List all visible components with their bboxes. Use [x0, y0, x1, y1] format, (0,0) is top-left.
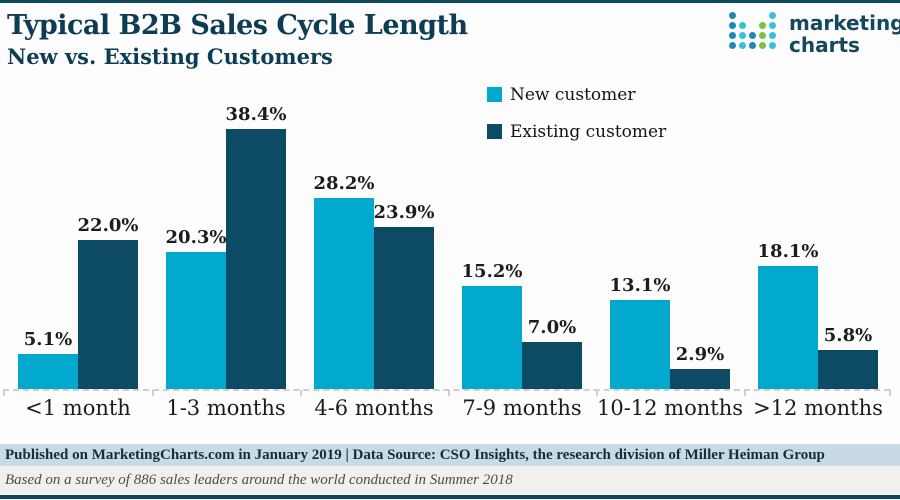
logo-dot	[739, 22, 746, 29]
axis-tick	[448, 390, 450, 396]
logo-dot	[769, 12, 776, 19]
logo-dot	[749, 32, 756, 39]
logo-dot	[759, 22, 766, 29]
bar-new-customer	[610, 300, 670, 389]
logo-dot	[759, 42, 766, 49]
bar-existing-customer	[374, 227, 434, 389]
axis-tick	[300, 390, 302, 396]
marketingcharts-logo: marketing charts	[729, 12, 900, 58]
bar-existing-customer	[226, 129, 286, 389]
logo-wordmark: marketing charts	[789, 12, 900, 56]
axis-tick	[596, 390, 598, 396]
chart-title: Typical B2B Sales Cycle Length	[7, 10, 468, 41]
bar-value-label: 28.2%	[313, 173, 375, 194]
bar-value-label: 5.8%	[823, 325, 873, 346]
logo-dot	[759, 32, 766, 39]
bar-value-label: 2.9%	[675, 344, 725, 365]
logo-dot	[769, 32, 776, 39]
footer-border	[0, 495, 900, 499]
logo-dot	[729, 12, 736, 19]
x-axis-baseline	[3, 389, 890, 391]
bar-value-label: 7.0%	[527, 317, 577, 338]
bar-value-label: 18.1%	[757, 241, 819, 262]
legend-label: Existing customer	[510, 122, 667, 142]
bar-value-label: 22.0%	[77, 215, 139, 236]
x-axis-category-label: 10-12 months	[596, 396, 744, 420]
bar-existing-customer	[522, 342, 582, 389]
footer-note-line: Based on a survey of 886 sales leaders a…	[0, 466, 900, 495]
bar-value-label: 5.1%	[23, 329, 73, 350]
footer-published-line: Published on MarketingCharts.com in Janu…	[0, 444, 900, 466]
bar-new-customer	[462, 286, 522, 389]
x-axis-category-label: 4-6 months	[314, 396, 434, 420]
logo-word-line2: charts	[789, 33, 860, 57]
bar-value-label: 20.3%	[165, 227, 227, 248]
legend-swatch-new-customer-icon	[487, 87, 502, 102]
axis-tick	[3, 390, 5, 396]
bar-existing-customer	[818, 350, 878, 389]
axis-tick	[889, 390, 891, 396]
logo-dot	[739, 32, 746, 39]
legend-label: New customer	[510, 85, 636, 105]
bar-new-customer	[166, 252, 226, 389]
legend-swatch-existing-customer-icon	[487, 124, 502, 139]
axis-tick	[744, 390, 746, 396]
logo-dots-icon	[729, 12, 779, 52]
bar-new-customer	[758, 266, 818, 389]
logo-dot	[769, 42, 776, 49]
bar-existing-customer	[670, 369, 730, 389]
axis-tick	[152, 390, 154, 396]
logo-dot	[739, 42, 746, 49]
bar-new-customer	[18, 354, 78, 389]
bar-value-label: 23.9%	[373, 202, 435, 223]
logo-dot	[729, 42, 736, 49]
x-axis-category-label: >12 months	[753, 396, 883, 420]
x-axis-category-label: <1 month	[25, 396, 131, 420]
bar-existing-customer	[78, 240, 138, 389]
bar-value-label: 15.2%	[461, 261, 523, 282]
logo-dot	[749, 42, 756, 49]
logo-word-line1: marketing	[789, 11, 900, 35]
x-axis-category-label: 1-3 months	[166, 396, 286, 420]
logo-dot	[769, 22, 776, 29]
x-axis-category-label: 7-9 months	[462, 396, 582, 420]
logo-dot	[729, 22, 736, 29]
bar-new-customer	[314, 198, 374, 389]
bar-value-label: 13.1%	[609, 275, 671, 296]
logo-dot	[729, 32, 736, 39]
bar-value-label: 38.4%	[225, 104, 287, 125]
chart-subtitle: New vs. Existing Customers	[7, 44, 333, 69]
